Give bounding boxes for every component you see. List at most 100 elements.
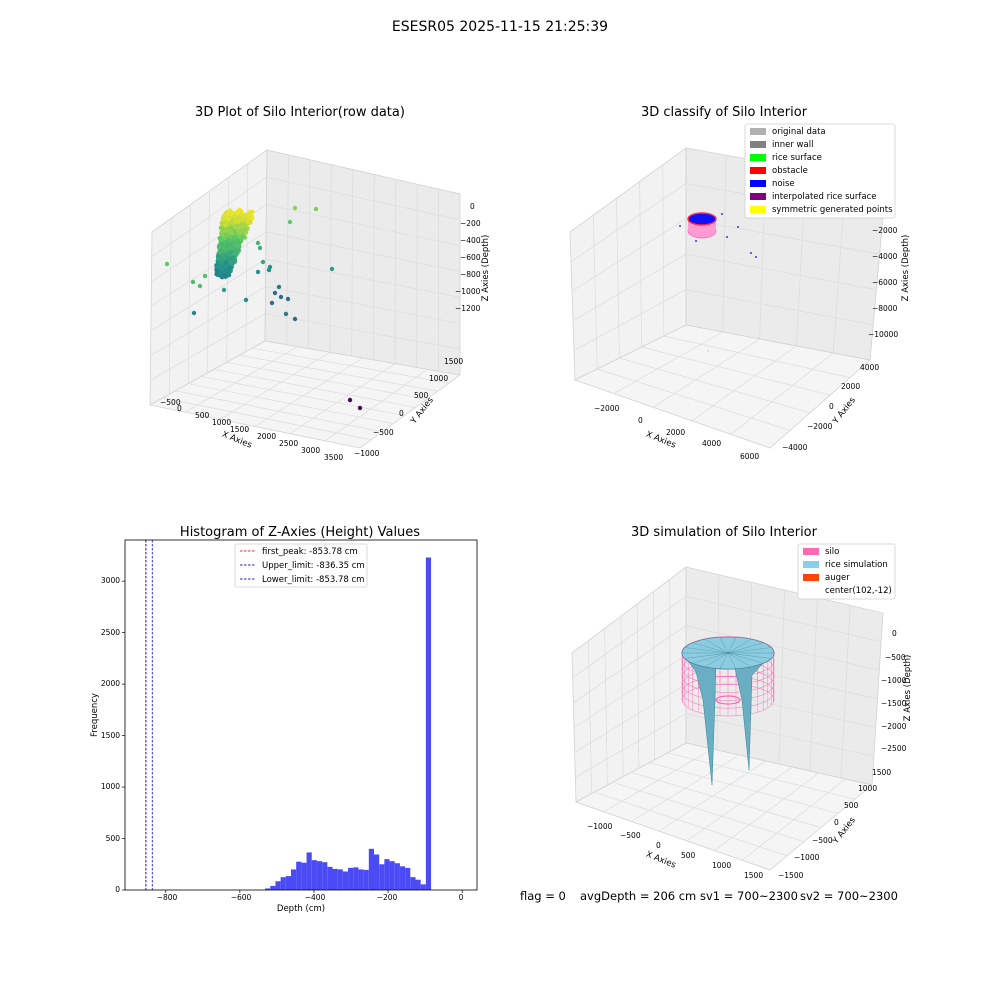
gridline xyxy=(685,713,874,757)
gridline xyxy=(570,183,687,262)
legend-label: interpolated rice surface xyxy=(772,192,877,202)
noise-point xyxy=(726,236,728,238)
gridline xyxy=(329,164,332,353)
gridline xyxy=(150,231,267,307)
simulation-y-ticks: −1500 −1000 −500 0 500 1000 1500 xyxy=(778,768,891,880)
simulation-z-tick: −1000 xyxy=(881,676,907,685)
raw-z-axis-label: Z Axies (Depth) xyxy=(481,235,491,302)
histogram-bar xyxy=(363,869,369,890)
classify-plot-title: 3D classify of Silo Interior xyxy=(641,105,808,120)
raw-x-tick: 3500 xyxy=(324,453,343,462)
data-point xyxy=(229,225,234,230)
simulation-y-tick: −1000 xyxy=(794,853,820,862)
simulation-y-tick: −1500 xyxy=(778,871,804,880)
data-point xyxy=(242,223,247,228)
noise-point xyxy=(750,252,752,254)
raw-plot-title: 3D Plot of Silo Interior(row data) xyxy=(195,105,405,120)
gridline xyxy=(619,357,811,414)
gridline xyxy=(685,218,880,255)
gridline xyxy=(592,215,598,370)
data-point xyxy=(232,228,237,233)
histogram-bar xyxy=(296,861,302,890)
simulation-x-tick: 0 xyxy=(656,841,661,850)
gridline xyxy=(691,345,797,422)
raw-x-tick: 0 xyxy=(177,404,182,413)
gridline xyxy=(213,369,416,408)
histogram-bar xyxy=(291,869,297,890)
histogram-bar xyxy=(280,877,286,890)
gridline xyxy=(612,781,805,843)
gridline xyxy=(652,338,760,408)
data-point xyxy=(202,273,208,279)
legend-swatch-noise xyxy=(750,180,766,187)
data-point xyxy=(220,217,226,222)
legend-label: rice simulation xyxy=(825,560,888,570)
gridline xyxy=(245,163,249,352)
gridline xyxy=(151,176,267,258)
histogram-bar xyxy=(410,877,416,890)
classify-z-ticks: −2000 −4000 −6000 −8000 −10000 xyxy=(868,226,898,339)
gridline xyxy=(175,390,383,433)
classify-legend: original data inner wall rice surface ob… xyxy=(744,123,896,219)
histogram-bar xyxy=(384,859,390,890)
gridline xyxy=(630,772,822,828)
legend-label: auger xyxy=(825,573,850,583)
gridline xyxy=(168,218,172,395)
legend-label: rice surface xyxy=(772,153,822,163)
simulation-y-tick: −500 xyxy=(812,836,833,845)
histogram-bar xyxy=(405,867,411,890)
status-sv1: sv1 = 700~2300 xyxy=(700,889,798,903)
simulation-z-tick: −1500 xyxy=(881,699,907,708)
gridline xyxy=(572,253,687,322)
legend-swatch-interpolated xyxy=(750,193,766,200)
figure-suptitle: ESESR05 2025-11-15 21:25:39 xyxy=(392,19,608,35)
rice-mesh-lines xyxy=(682,637,774,669)
data-point xyxy=(250,215,255,221)
classify-rice-cylinder-top xyxy=(687,212,717,226)
gridline xyxy=(571,218,687,292)
data-point xyxy=(164,261,170,267)
histogram-x-tick: −400 xyxy=(305,893,326,902)
legend-swatch-inner-wall xyxy=(750,141,766,148)
classify-z-tick: −4000 xyxy=(872,252,898,261)
raw-y-tick: 500 xyxy=(414,391,429,400)
classify-y-tick: 2000 xyxy=(841,382,860,391)
noise-point xyxy=(755,256,757,258)
classify-z-axis-label: Z Axies (Depth) xyxy=(901,235,911,302)
data-point xyxy=(287,219,293,225)
classify-y-ticks: −4000 −2000 0 2000 4000 xyxy=(782,363,879,452)
legend-label: Upper_limit: -836.35 cm xyxy=(262,561,365,571)
histogram-y-tick: 1000 xyxy=(101,782,120,791)
histogram-bar xyxy=(270,885,276,890)
legend-label: inner wall xyxy=(772,140,813,150)
histogram-bar xyxy=(358,869,364,890)
data-point xyxy=(228,209,234,215)
raw-y-ticks: −1000 −500 0 500 1000 1500 xyxy=(354,357,463,458)
gridline xyxy=(663,335,851,378)
classify-legend-frame xyxy=(744,123,896,219)
data-point xyxy=(266,267,272,273)
histogram-bar xyxy=(337,869,343,890)
raw-x-tick: −500 xyxy=(160,398,181,407)
status-sv2: sv2 = 700~2300 xyxy=(800,889,898,903)
gridline xyxy=(667,752,856,800)
classify-z-tick: −10000 xyxy=(868,330,898,339)
gridline xyxy=(184,346,298,413)
classify-z-tick: −2000 xyxy=(872,226,898,235)
histogram-bar xyxy=(348,867,354,890)
data-point xyxy=(216,264,221,270)
histogram-x-tick: −200 xyxy=(377,893,398,902)
data-point xyxy=(238,211,243,216)
raw-x-tick: 2000 xyxy=(257,432,276,441)
gridline xyxy=(266,231,461,272)
histogram-x-axis-label: Depth (cm) xyxy=(277,904,325,914)
legend-swatch-original-data xyxy=(750,128,766,135)
classify-x-tick: −2000 xyxy=(594,404,620,413)
gridline xyxy=(573,625,687,703)
gridline xyxy=(685,625,880,671)
data-point xyxy=(235,223,240,228)
classify-z-tick: −8000 xyxy=(872,304,898,313)
data-point xyxy=(269,300,275,306)
data-point xyxy=(191,310,197,316)
